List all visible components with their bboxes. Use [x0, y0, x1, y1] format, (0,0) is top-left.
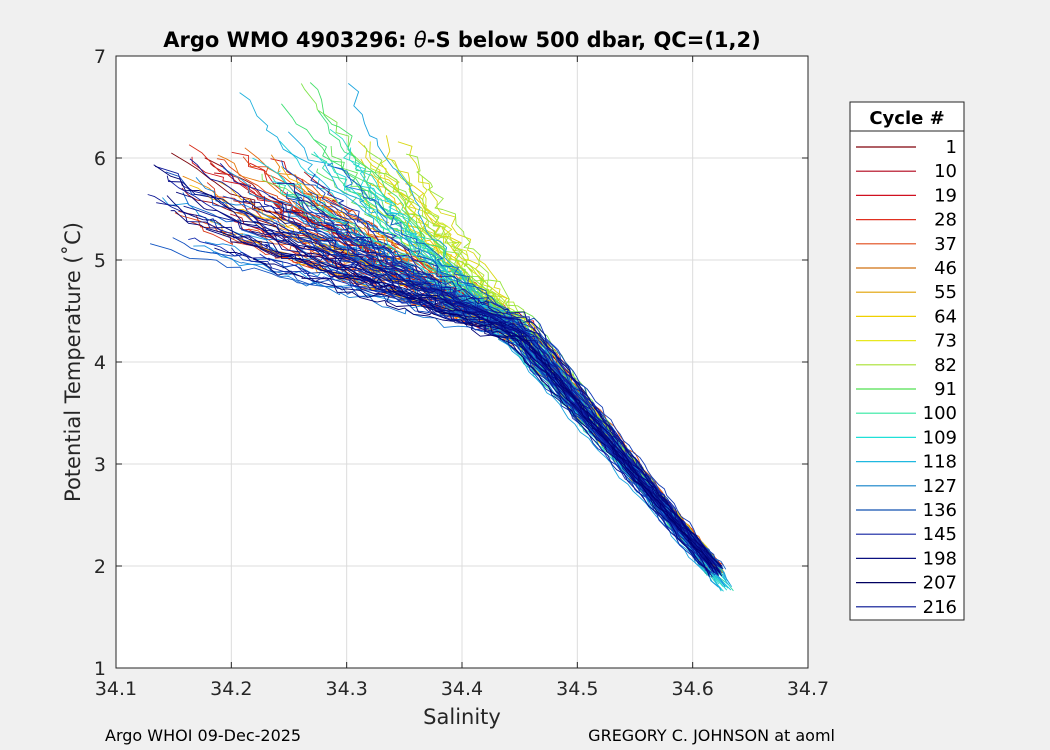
series-line [259, 253, 722, 567]
series-line [252, 258, 715, 574]
x-tick-label: 34.4 [441, 678, 483, 700]
series-line [170, 210, 723, 567]
data-curves [147, 82, 734, 592]
legend-label: 100 [923, 403, 957, 424]
x-axis-label: Salinity [423, 705, 501, 729]
x-tick-label: 34.3 [326, 678, 368, 700]
legend-label: 145 [923, 524, 957, 545]
legend-label: 64 [934, 306, 957, 327]
y-axis-label: Potential Temperature (˚C) [61, 222, 85, 502]
y-tick-label: 1 [94, 658, 106, 680]
x-axis-ticks: 34.1 34.2 34.3 34.4 34.5 34.6 34.7 [95, 56, 829, 700]
series-line [153, 164, 717, 571]
series-line [175, 191, 722, 568]
legend-label: 19 [934, 185, 957, 206]
x-tick-label: 34.2 [210, 678, 252, 700]
x-tick-label: 34.5 [556, 678, 598, 700]
footer-right: GREGORY C. JOHNSON at aoml [588, 726, 835, 745]
legend-label: 37 [934, 234, 957, 255]
x-tick-label: 34.6 [672, 678, 714, 700]
legend-label: 216 [923, 597, 957, 618]
legend-label: 46 [934, 258, 957, 279]
legend-label: 55 [934, 282, 957, 303]
y-tick-label: 2 [94, 556, 106, 578]
y-tick-label: 6 [94, 148, 106, 170]
legend-label: 28 [934, 210, 957, 231]
legend-label: 118 [923, 452, 957, 473]
legend: Cycle # 1 10 19 28 37 46 55 64 73 82 91 100 109 118 12… [849, 101, 965, 621]
series-line [329, 204, 711, 574]
legend-label: 10 [934, 161, 957, 182]
legend-label: 1 [946, 137, 957, 158]
series-line [294, 191, 718, 575]
legend-label: 198 [923, 548, 957, 569]
chart-title: Argo WMO 4903296: θ-S below 500 dbar, QC… [163, 28, 760, 52]
y-tick-label: 3 [94, 454, 106, 476]
legend-label: 91 [934, 379, 957, 400]
series-line [214, 247, 723, 577]
y-tick-label: 7 [94, 46, 106, 68]
legend-label: 207 [923, 573, 957, 594]
legend-title: Cycle # [869, 108, 944, 129]
legend-label: 109 [923, 427, 957, 448]
legend-label: 82 [934, 355, 957, 376]
y-axis-ticks: 1 2 3 4 5 6 7 [94, 46, 808, 680]
series-line [295, 197, 711, 575]
series-line [281, 160, 721, 568]
x-tick-label: 34.1 [95, 678, 137, 700]
series-line [348, 83, 722, 589]
legend-items: 1 10 19 28 37 46 55 64 73 82 91 100 109 118 127 136 145 1… [856, 137, 957, 618]
legend-label: 127 [923, 476, 957, 497]
y-tick-label: 5 [94, 250, 106, 272]
legend-label: 136 [923, 500, 957, 521]
footer-left: Argo WHOI 09-Dec-2025 [105, 726, 301, 745]
legend-label: 73 [934, 331, 957, 352]
y-tick-label: 4 [94, 352, 106, 374]
x-tick-label: 34.7 [787, 678, 829, 700]
series-line [251, 230, 712, 569]
